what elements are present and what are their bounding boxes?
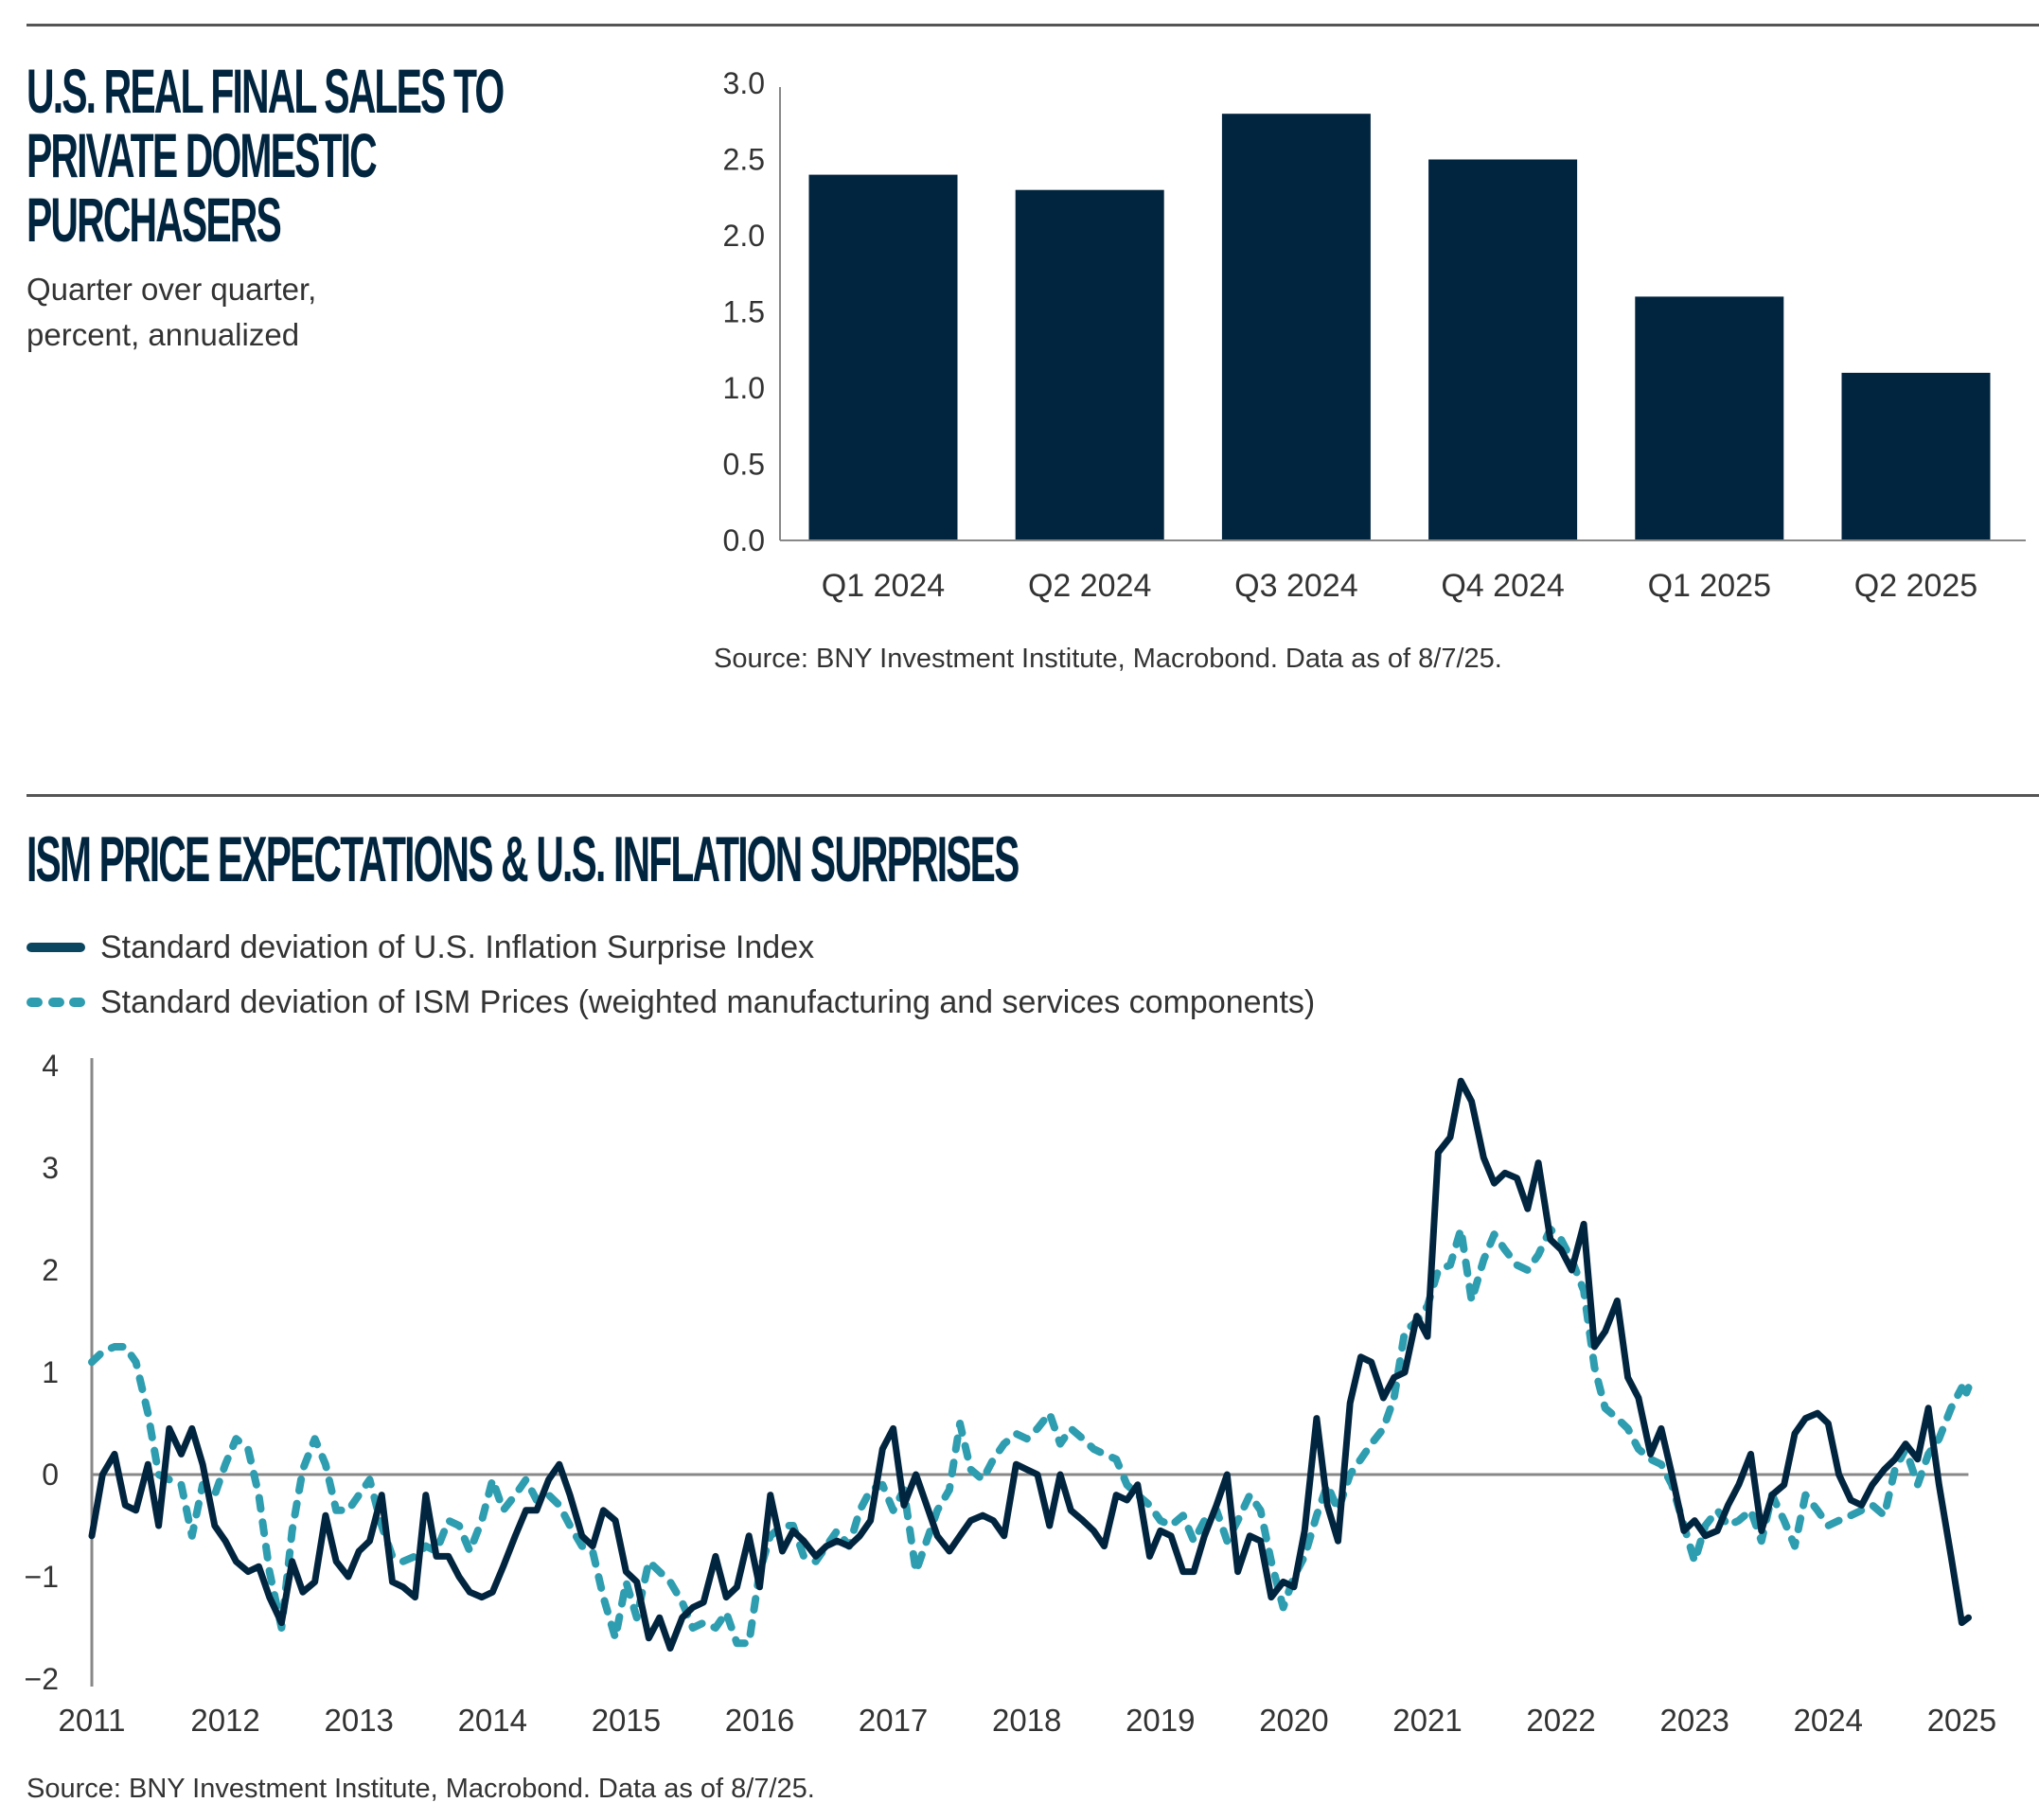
- x-tick-label: Q2 2024: [1028, 568, 1151, 604]
- x-tick-label: 2012: [190, 1703, 259, 1738]
- subtitle-line-1: Quarter over quarter,: [27, 272, 317, 307]
- bar-chart-subtitle: Quarter over quarter, percent, annualize…: [27, 267, 316, 358]
- legend-label: Standard deviation of ISM Prices (weight…: [100, 983, 1316, 1020]
- x-tick-label: Q2 2025: [1854, 568, 1977, 604]
- x-tick-label: 2021: [1392, 1703, 1462, 1738]
- y-tick-label: −2: [25, 1662, 59, 1696]
- line-chart-source: Source: BNY Investment Institute, Macrob…: [27, 1774, 815, 1804]
- x-tick-label: 2014: [458, 1703, 527, 1738]
- y-tick-label: 3: [42, 1151, 59, 1185]
- x-tick-label: Q1 2024: [822, 568, 945, 604]
- y-tick-label: 4: [42, 1049, 59, 1083]
- legend-label: Standard deviation of U.S. Inflation Sur…: [100, 928, 815, 965]
- bar: [808, 174, 958, 540]
- x-tick-label: Q1 2025: [1648, 568, 1771, 604]
- y-tick-label: −1: [25, 1560, 59, 1594]
- x-tick-label: 2016: [725, 1703, 794, 1738]
- legend-solid-line-icon: [27, 943, 85, 952]
- x-tick-label: 2020: [1259, 1703, 1328, 1738]
- y-tick-label: 2: [42, 1253, 59, 1287]
- x-tick-label: 2023: [1659, 1703, 1729, 1738]
- subtitle-line-2: percent, annualized: [27, 317, 300, 352]
- y-tick-label: 0: [42, 1458, 59, 1492]
- x-tick-label: Q4 2024: [1441, 568, 1564, 604]
- x-tick-label: 2022: [1526, 1703, 1595, 1738]
- y-tick-label: 1: [42, 1355, 59, 1389]
- y-tick-label: 2.0: [723, 219, 765, 253]
- y-tick-label: 0.0: [723, 523, 765, 557]
- top-divider: [27, 24, 2039, 27]
- bar: [1428, 159, 1578, 540]
- y-tick-label: 1.0: [723, 371, 765, 405]
- x-tick-label: 2017: [859, 1703, 928, 1738]
- series-line-ism-prices: [88, 1225, 1973, 1648]
- bar: [1841, 372, 1991, 540]
- legend-item-ism-prices: Standard deviation of ISM Prices (weight…: [27, 981, 1315, 1023]
- y-tick-label: 1.5: [723, 295, 765, 329]
- bar: [1635, 296, 1784, 540]
- x-tick-label: 2025: [1927, 1703, 1996, 1738]
- line-chart-title: ISM Price Expectations & U.S. Inflation …: [27, 823, 1020, 895]
- x-tick-label: 2011: [59, 1703, 126, 1738]
- line-chart: −2 −1 0 1 2 3 4 2011 2012 2013 2014 2015 2016 2017 201…: [25, 1049, 1997, 1738]
- middle-divider: [27, 794, 2039, 797]
- bar: [1221, 114, 1371, 540]
- bar-chart-source: Source: BNY Investment Institute, Macrob…: [714, 644, 1502, 674]
- series-line-inflation-surprise: [88, 1077, 1972, 1652]
- bar-chart-title: U.S. Real Final Sales to Private Domesti…: [27, 56, 505, 255]
- y-tick-label: 3.0: [723, 66, 765, 100]
- x-tick-label: 2013: [324, 1703, 393, 1738]
- x-tick-label: Q3 2024: [1234, 568, 1357, 604]
- y-tick-label: 0.5: [723, 448, 765, 482]
- y-tick-label: 2.5: [723, 143, 765, 177]
- bar-chart: 0.0 0.5 1.0 1.5 2.0 2.5 3.0 Q1 2024 Q2 2024 Q3 20…: [723, 66, 2026, 604]
- x-tick-label: 2024: [1794, 1703, 1863, 1738]
- legend-dashed-line-icon: [27, 998, 85, 1007]
- legend-item-inflation-surprise: Standard deviation of U.S. Inflation Sur…: [27, 927, 814, 968]
- x-tick-label: 2019: [1126, 1703, 1195, 1738]
- x-tick-label: 2018: [992, 1703, 1061, 1738]
- x-tick-label: 2015: [592, 1703, 661, 1738]
- bar: [1015, 189, 1164, 540]
